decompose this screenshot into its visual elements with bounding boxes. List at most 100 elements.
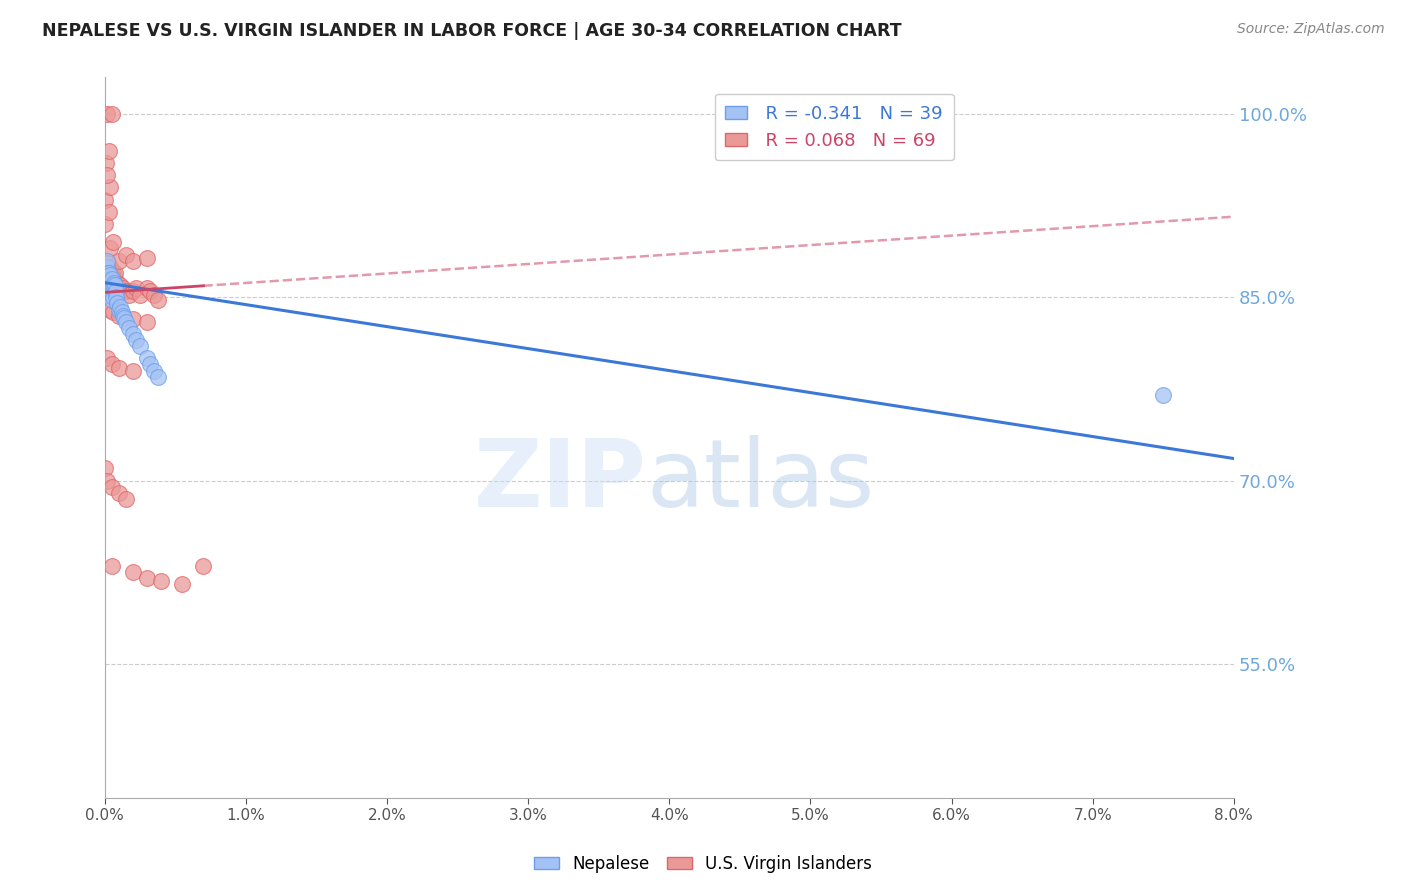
Point: [101, 278, 124, 293]
Point: [98, 272, 121, 286]
Point: [115, 284, 138, 298]
Point: [100, 107, 122, 121]
Point: [100, 293, 122, 307]
Text: NEPALESE VS U.S. VIRGIN ISLANDER IN LABOR FORCE | AGE 30-34 CORRELATION CHART: NEPALESE VS U.S. VIRGIN ISLANDER IN LABO…: [42, 22, 901, 40]
Point: [94, 461, 117, 475]
Point: [108, 278, 131, 293]
Point: [148, 369, 170, 384]
Point: [118, 321, 141, 335]
Point: [98, 266, 121, 280]
Point: [103, 272, 125, 286]
Point: [110, 305, 132, 319]
Point: [107, 485, 129, 500]
Point: [96, 351, 118, 366]
Point: [104, 266, 127, 280]
Point: [105, 296, 128, 310]
Point: [101, 305, 124, 319]
Point: [104, 280, 127, 294]
Point: [100, 559, 122, 574]
Point: [94, 260, 117, 274]
Point: [150, 574, 173, 588]
Point: [100, 268, 122, 283]
Point: [115, 247, 138, 261]
Point: [97, 144, 120, 158]
Point: [1152, 388, 1174, 402]
Point: [148, 293, 170, 307]
Point: [115, 491, 138, 506]
Point: [94, 284, 117, 298]
Point: [96, 266, 118, 280]
Point: [107, 253, 129, 268]
Text: ZIP: ZIP: [474, 435, 647, 527]
Point: [96, 272, 118, 286]
Point: [98, 268, 121, 283]
Point: [94, 272, 117, 286]
Point: [101, 272, 124, 286]
Point: [115, 315, 138, 329]
Point: [104, 284, 127, 298]
Point: [100, 280, 122, 294]
Legend:   R = -0.341   N = 39,   R = 0.068   N = 69: R = -0.341 N = 39, R = 0.068 N = 69: [714, 94, 953, 161]
Point: [103, 276, 125, 290]
Point: [97, 266, 120, 280]
Point: [107, 361, 129, 376]
Point: [94, 193, 117, 207]
Point: [98, 180, 121, 194]
Point: [107, 280, 129, 294]
Text: atlas: atlas: [647, 435, 875, 527]
Point: [97, 278, 120, 293]
Point: [98, 302, 121, 317]
Point: [114, 311, 136, 326]
Point: [98, 242, 121, 256]
Point: [143, 363, 166, 377]
Point: [122, 312, 145, 326]
Point: [108, 300, 131, 314]
Point: [94, 156, 117, 170]
Point: [100, 480, 122, 494]
Legend: Nepalese, U.S. Virgin Islanders: Nepalese, U.S. Virgin Islanders: [527, 848, 879, 880]
Point: [101, 290, 124, 304]
Text: Source: ZipAtlas.com: Source: ZipAtlas.com: [1237, 22, 1385, 37]
Point: [136, 351, 159, 366]
Point: [98, 280, 121, 294]
Point: [129, 288, 152, 302]
Point: [143, 288, 166, 302]
Point: [122, 253, 145, 268]
Point: [139, 284, 162, 298]
Point: [96, 107, 118, 121]
Point: [96, 168, 118, 182]
Point: [118, 288, 141, 302]
Point: [94, 217, 117, 231]
Point: [96, 266, 118, 280]
Point: [100, 278, 122, 293]
Point: [100, 284, 122, 298]
Point: [136, 251, 159, 265]
Point: [103, 276, 125, 290]
Point: [129, 339, 152, 353]
Point: [94, 278, 117, 293]
Point: [104, 278, 127, 293]
Point: [136, 280, 159, 294]
Point: [122, 326, 145, 341]
Point: [96, 474, 118, 488]
Point: [100, 266, 122, 280]
Point: [98, 276, 121, 290]
Point: [125, 280, 148, 294]
Point: [105, 276, 128, 290]
Point: [122, 284, 145, 298]
Point: [139, 358, 162, 372]
Point: [98, 260, 121, 274]
Point: [97, 276, 120, 290]
Point: [97, 266, 120, 280]
Point: [103, 284, 125, 298]
Point: [107, 309, 129, 323]
Point: [172, 577, 194, 591]
Point: [125, 333, 148, 347]
Point: [97, 204, 120, 219]
Point: [104, 290, 127, 304]
Point: [122, 565, 145, 579]
Point: [96, 260, 118, 274]
Point: [110, 284, 132, 298]
Point: [98, 276, 121, 290]
Point: [97, 256, 120, 270]
